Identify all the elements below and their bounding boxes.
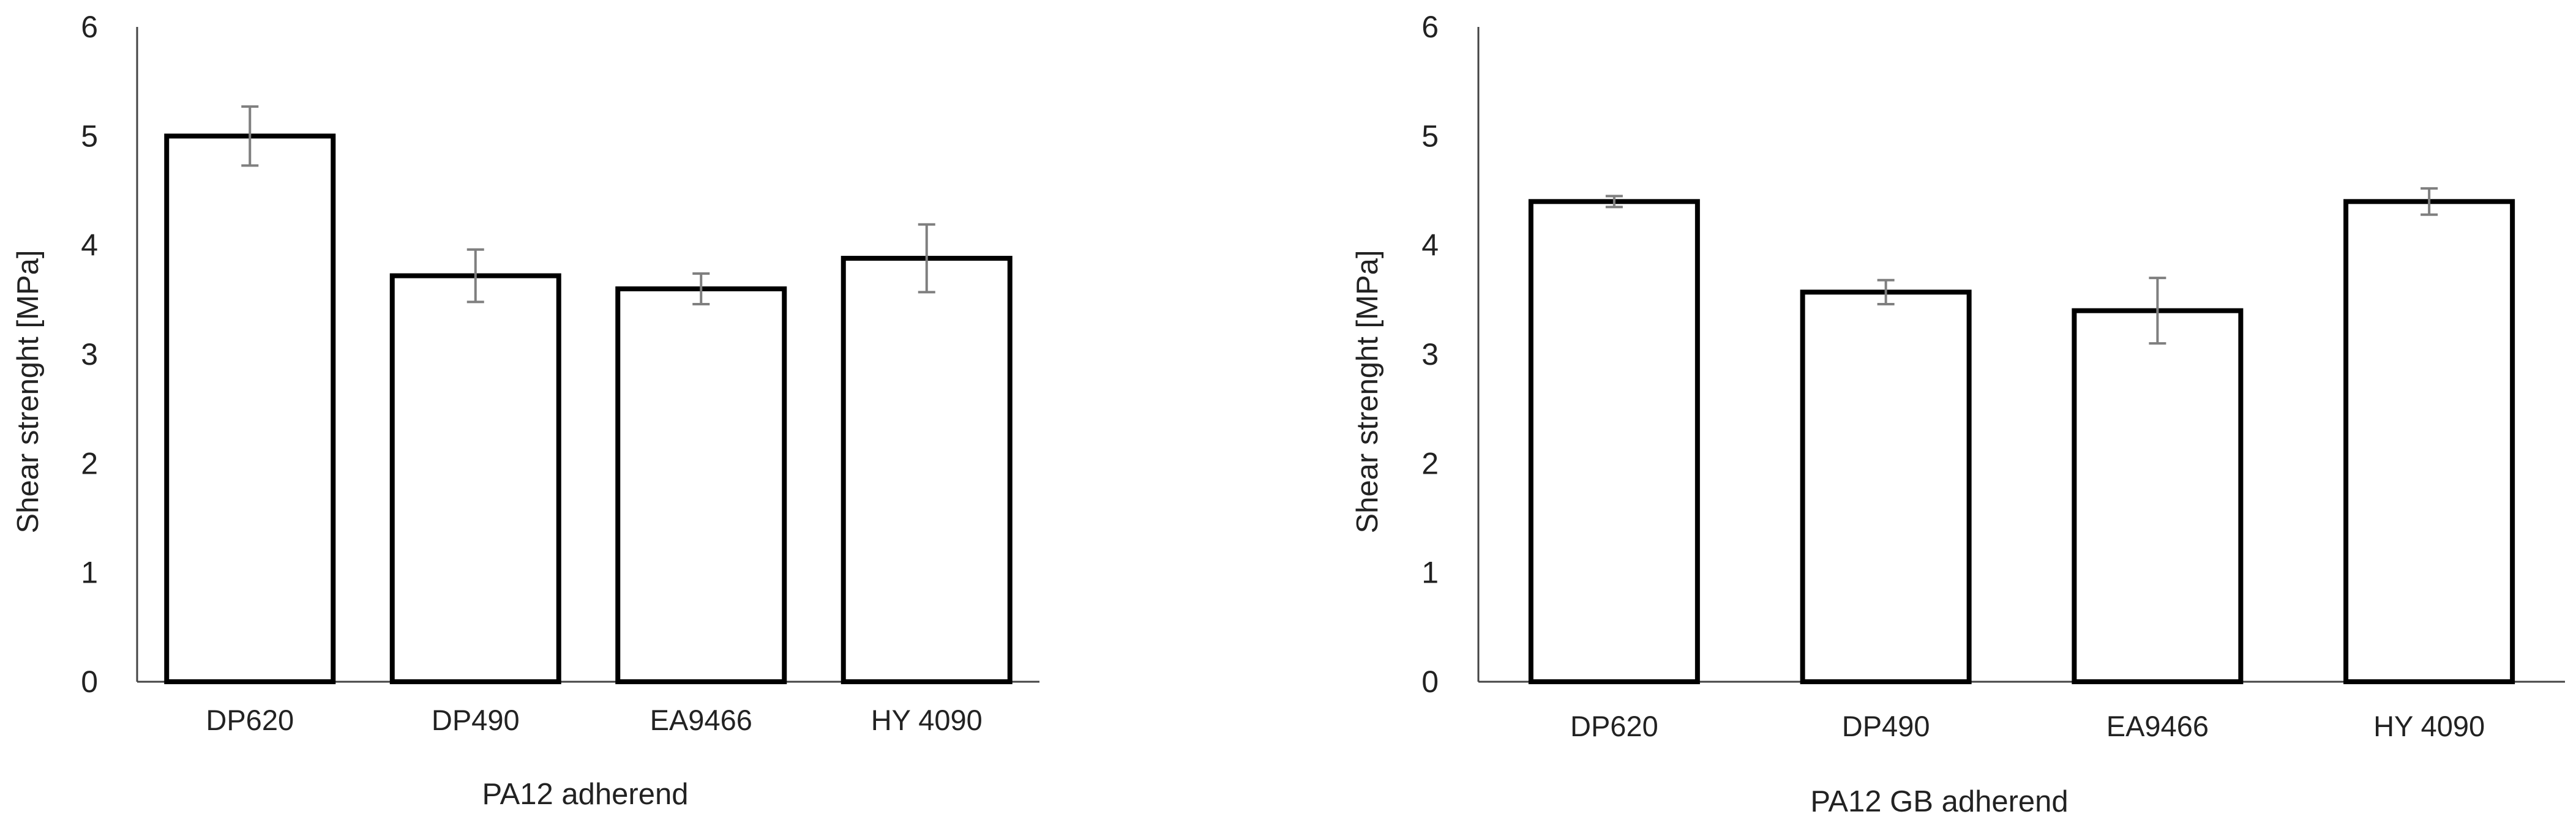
y-tick-label: 1: [81, 556, 98, 590]
bar: [1528, 199, 1700, 685]
bar: [1800, 289, 1972, 685]
x-axis-title: PA12 adherend: [482, 778, 689, 811]
x-tick-label: DP490: [1842, 710, 1930, 742]
y-tick-label: 5: [1421, 119, 1439, 153]
y-tick-label: 4: [81, 228, 98, 263]
y-tick-label: 5: [81, 119, 98, 153]
y-axis-title: Shear strenght [MPa]: [12, 250, 45, 533]
y-axis-title: Shear strenght [MPa]: [1351, 250, 1384, 533]
x-tick-label: EA9466: [2106, 710, 2209, 742]
y-tick-label: 0: [81, 665, 98, 699]
y-tick-label: 6: [81, 10, 98, 44]
x-tick-label: DP620: [206, 704, 294, 736]
x-tick-label: EA9466: [650, 704, 752, 736]
y-tick-label: 6: [1421, 10, 1439, 44]
y-tick-label: 4: [1421, 228, 1439, 263]
x-tick-label: DP490: [432, 704, 520, 736]
bar: [389, 273, 561, 685]
bar: [841, 256, 1013, 685]
bar: [164, 133, 336, 685]
x-tick-label: HY 4090: [2373, 710, 2485, 742]
y-tick-label: 3: [81, 337, 98, 371]
bar: [615, 286, 787, 684]
x-tick-label: DP620: [1570, 710, 1658, 742]
y-tick-label: 3: [1421, 337, 1439, 371]
chart-panel-left: Shear strenght [MPa] PA12 adherend 0 1 2 3 4…: [12, 10, 1039, 811]
x-tick-label: HY 4090: [871, 704, 983, 736]
y-tick-label: 2: [81, 446, 98, 480]
y-tick-label: 2: [1421, 446, 1439, 480]
bar: [2072, 308, 2244, 684]
bar: [2343, 199, 2515, 685]
y-tick-label: 1: [1421, 556, 1439, 590]
x-axis-title: PA12 GB adherend: [1810, 785, 2068, 818]
chart-panel-right: Shear strenght [MPa] PA12 GB adherend 0 1…: [1351, 10, 2565, 818]
y-tick-label: 0: [1421, 665, 1439, 699]
